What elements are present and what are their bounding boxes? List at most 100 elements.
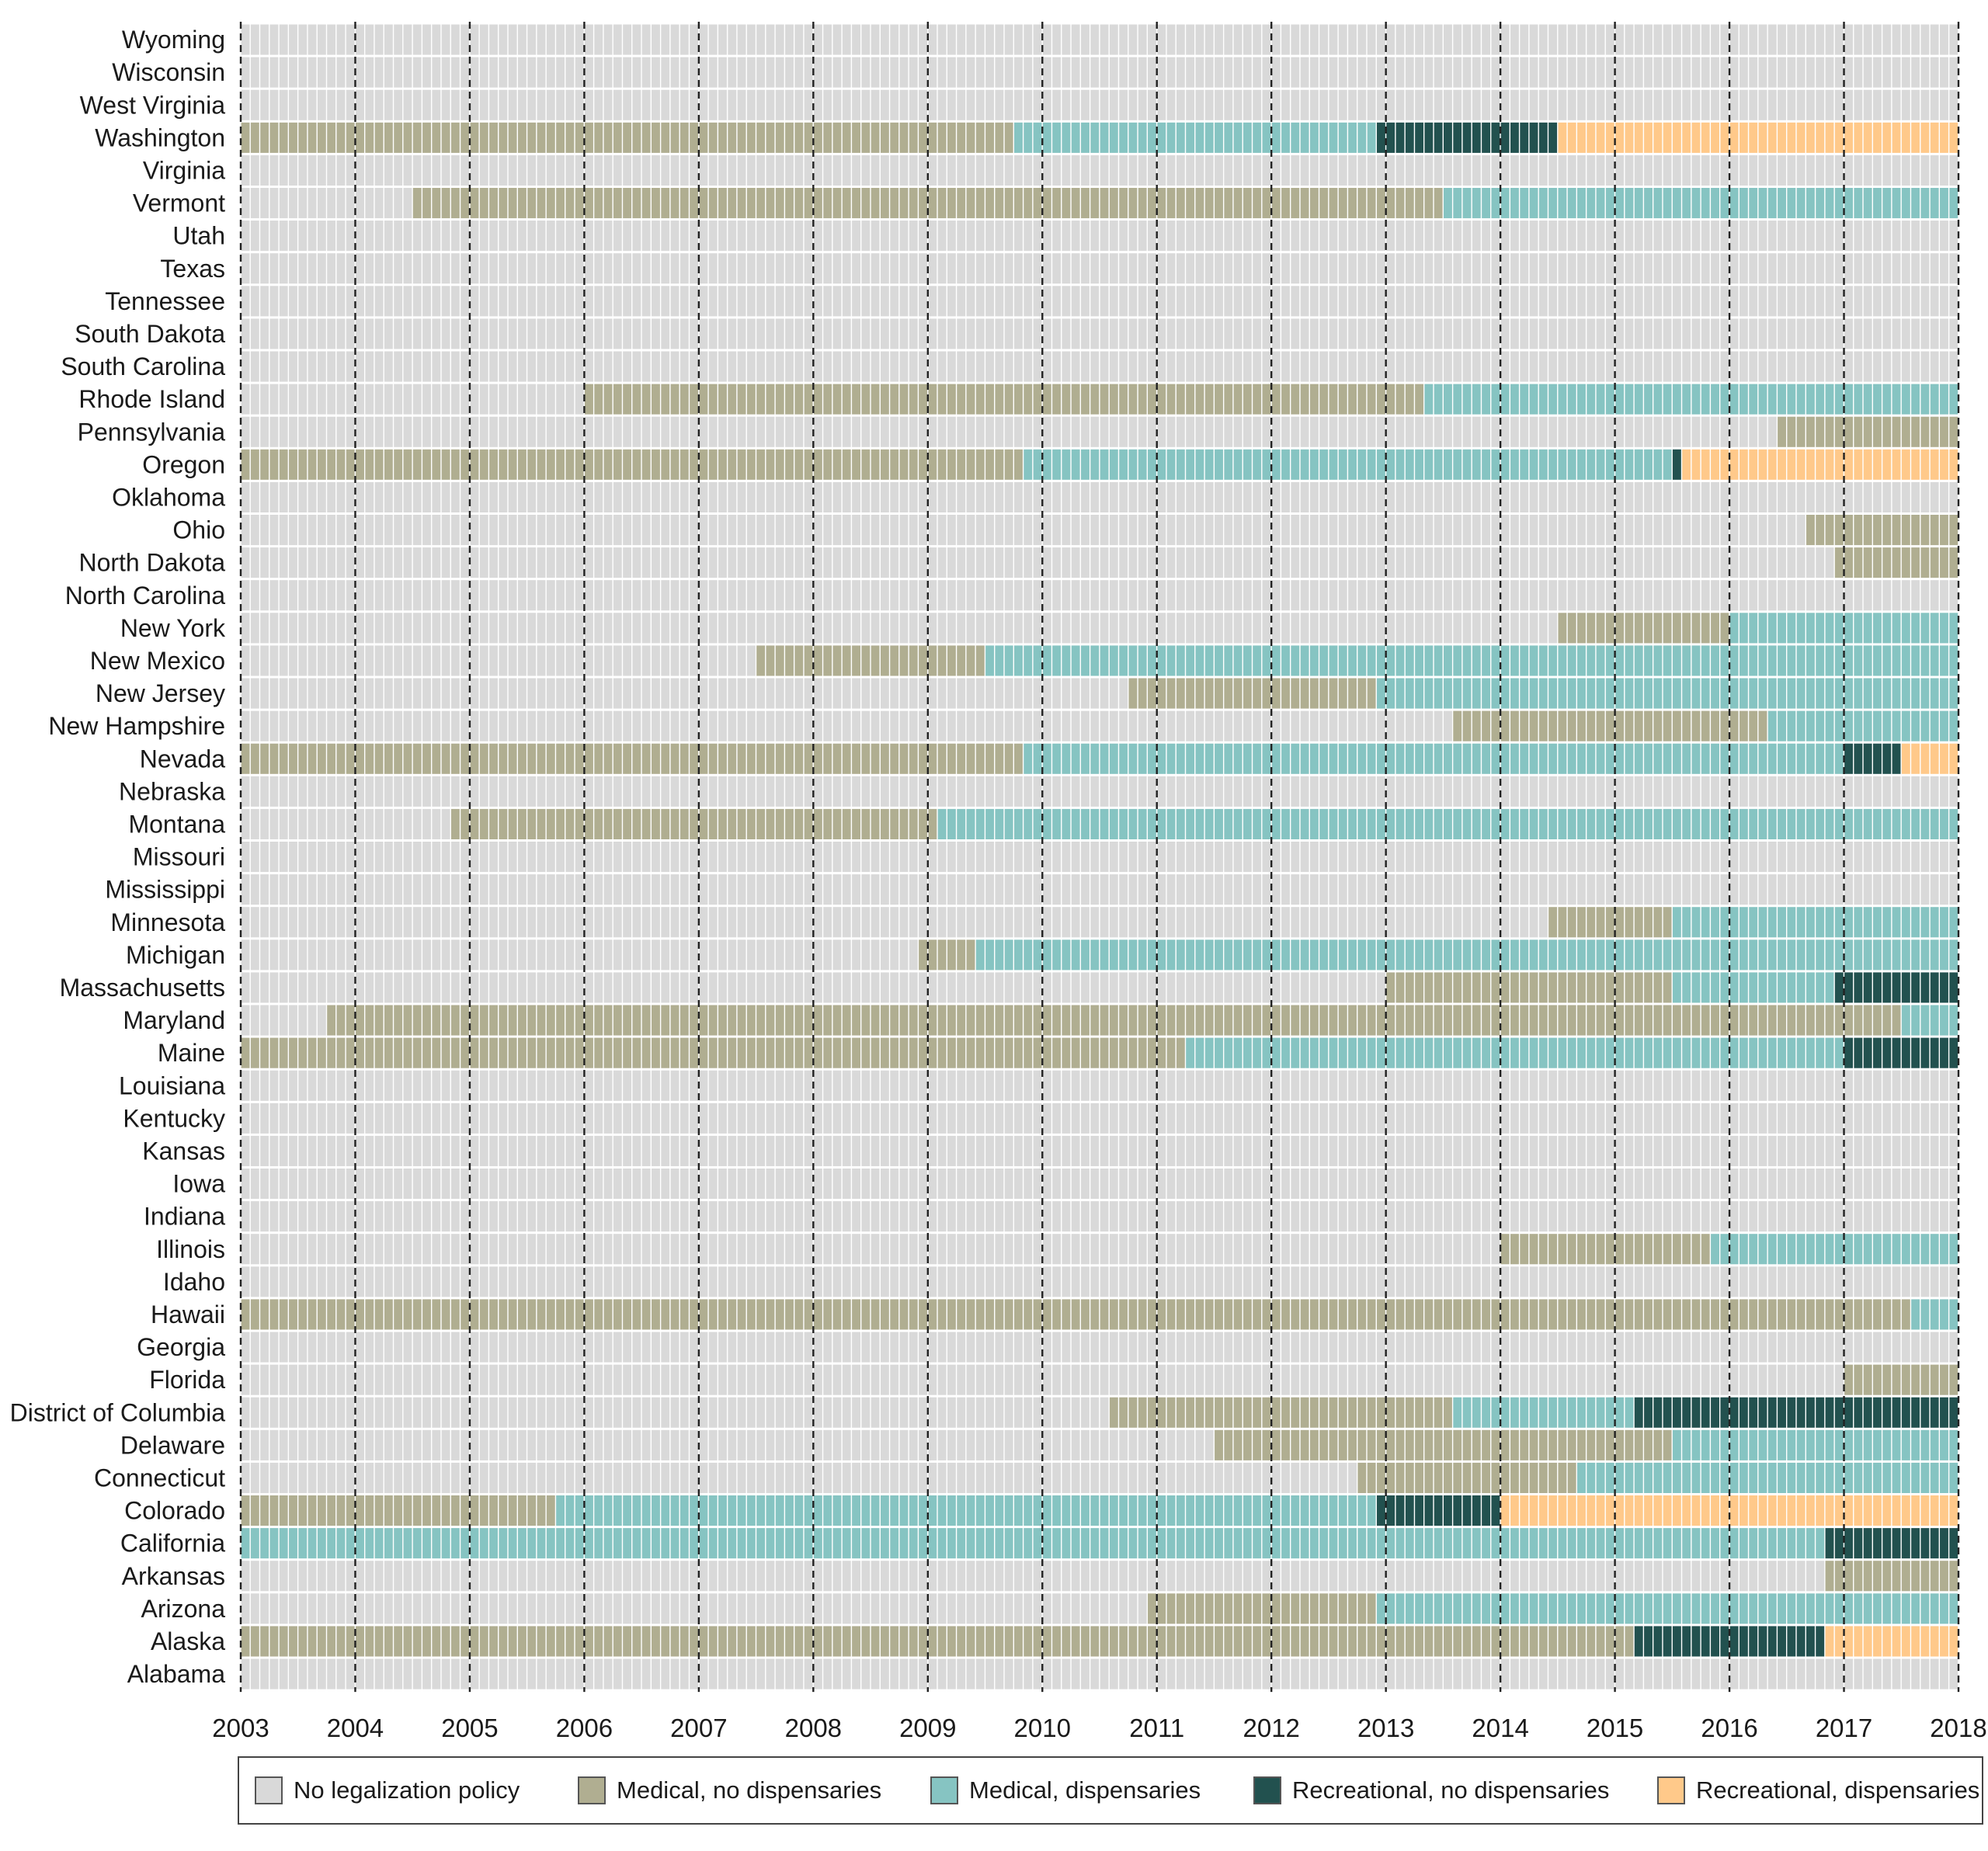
cell-south-dakota-none xyxy=(1415,318,1424,349)
cell-wisconsin-none xyxy=(1319,57,1329,88)
cell-washington-med xyxy=(995,122,1004,153)
cell-tennessee-none xyxy=(1644,286,1653,317)
cell-tennessee-none xyxy=(947,286,956,317)
cell-nevada-rec xyxy=(1873,743,1882,774)
cell-mississippi-none xyxy=(966,874,975,905)
cell-missouri-none xyxy=(852,842,860,873)
cell-south-carolina-none xyxy=(1271,351,1281,382)
cell-virginia-none xyxy=(652,155,660,186)
cell-minnesota-none xyxy=(1462,907,1472,938)
cell-new-hampshire-none xyxy=(470,710,479,741)
cell-south-carolina-none xyxy=(241,351,250,382)
cell-new-mexico-none xyxy=(585,645,593,676)
cell-north-carolina-none xyxy=(1882,580,1892,611)
cell-nebraska-none xyxy=(250,776,259,807)
cell-nevada-med xyxy=(842,743,851,774)
cell-new-jersey-medd xyxy=(1538,678,1548,709)
cell-oklahoma-none xyxy=(1109,481,1118,512)
cell-virginia-none xyxy=(1767,155,1777,186)
cell-pennsylvania-none xyxy=(346,416,355,447)
cell-oklahoma-none xyxy=(1434,481,1443,512)
cell-oklahoma-none xyxy=(1271,481,1281,512)
cell-oregon-med xyxy=(317,449,326,480)
cell-rhode-island-medd xyxy=(1834,384,1844,415)
cell-new-jersey-medd xyxy=(1778,678,1786,709)
cell-new-mexico-med xyxy=(975,645,985,676)
cell-wyoming-none xyxy=(508,24,517,55)
cell-oregon-med xyxy=(461,449,470,480)
cell-new-mexico-medd xyxy=(1558,645,1567,676)
cell-utah-none xyxy=(823,221,832,252)
cell-new-jersey-none xyxy=(679,678,689,709)
cell-new-mexico-medd xyxy=(1195,645,1204,676)
cell-new-hampshire-none xyxy=(652,710,660,741)
cell-minnesota-none xyxy=(594,907,603,938)
cell-new-york-none xyxy=(546,613,555,644)
cell-oklahoma-none xyxy=(289,481,297,512)
cell-new-hampshire-none xyxy=(1062,710,1071,741)
cell-washington-med xyxy=(937,122,947,153)
cell-wyoming-none xyxy=(412,24,422,55)
cell-missouri-none xyxy=(1520,842,1529,873)
cell-utah-none xyxy=(1424,221,1434,252)
cell-north-carolina-none xyxy=(1491,580,1500,611)
cell-minnesota-none xyxy=(1138,907,1147,938)
cell-north-carolina-none xyxy=(1224,580,1233,611)
cell-virginia-none xyxy=(1090,155,1100,186)
cell-virginia-none xyxy=(1930,155,1939,186)
cell-new-hampshire-none xyxy=(250,710,259,741)
cell-west-virginia-none xyxy=(575,89,584,120)
cell-missouri-none xyxy=(1577,842,1586,873)
cell-oregon-recd xyxy=(1825,449,1834,480)
cell-oregon-medd xyxy=(1491,449,1500,480)
cell-south-carolina-none xyxy=(1281,351,1290,382)
cell-texas-none xyxy=(1242,253,1252,284)
cell-virginia-none xyxy=(1395,155,1405,186)
cell-south-dakota-none xyxy=(1157,318,1166,349)
cell-rhode-island-med xyxy=(766,384,775,415)
cell-washington-med xyxy=(279,122,288,153)
cell-utah-none xyxy=(1329,221,1338,252)
cell-south-dakota-none xyxy=(1424,318,1434,349)
cell-north-carolina-none xyxy=(1548,580,1558,611)
cell-nevada-medd xyxy=(1729,743,1739,774)
cell-oklahoma-none xyxy=(737,481,746,512)
cell-vermont-med xyxy=(441,188,450,219)
cell-rhode-island-med xyxy=(1215,384,1223,415)
cell-wyoming-none xyxy=(1548,24,1558,55)
cell-nevada-med xyxy=(565,743,575,774)
cell-washington-medd xyxy=(1166,122,1176,153)
cell-vermont-none xyxy=(374,188,384,219)
cell-rhode-island-medd xyxy=(1558,384,1567,415)
cell-wisconsin-none xyxy=(1462,57,1472,88)
cell-tennessee-none xyxy=(1128,286,1138,317)
cell-rhode-island-none xyxy=(412,384,422,415)
cell-pennsylvania-none xyxy=(1739,416,1748,447)
cell-west-virginia-none xyxy=(289,89,297,120)
cell-minnesota-none xyxy=(1004,907,1013,938)
cell-tennessee-none xyxy=(575,286,584,317)
cell-wisconsin-none xyxy=(1024,57,1033,88)
cell-new-jersey-med xyxy=(1253,678,1262,709)
cell-washington-recd xyxy=(1892,122,1901,153)
cell-oklahoma-none xyxy=(718,481,727,512)
cell-wyoming-none xyxy=(699,24,708,55)
cell-new-york-none xyxy=(384,613,393,644)
cell-oklahoma-none xyxy=(813,481,822,512)
cell-north-carolina-none xyxy=(546,580,555,611)
cell-utah-none xyxy=(346,221,355,252)
cell-tennessee-none xyxy=(775,286,784,317)
cell-west-virginia-none xyxy=(909,89,918,120)
cell-new-jersey-medd xyxy=(1415,678,1424,709)
cell-montana-med xyxy=(871,808,880,839)
cell-new-york-medd xyxy=(1778,613,1786,644)
cell-utah-none xyxy=(1367,221,1376,252)
cell-oklahoma-none xyxy=(1854,481,1863,512)
cell-wisconsin-none xyxy=(298,57,308,88)
cell-south-dakota-none xyxy=(403,318,412,349)
cell-north-dakota-none xyxy=(919,547,927,578)
cell-pennsylvania-none xyxy=(1281,416,1290,447)
cell-vermont-med xyxy=(546,188,555,219)
cell-wyoming-none xyxy=(1767,24,1777,55)
